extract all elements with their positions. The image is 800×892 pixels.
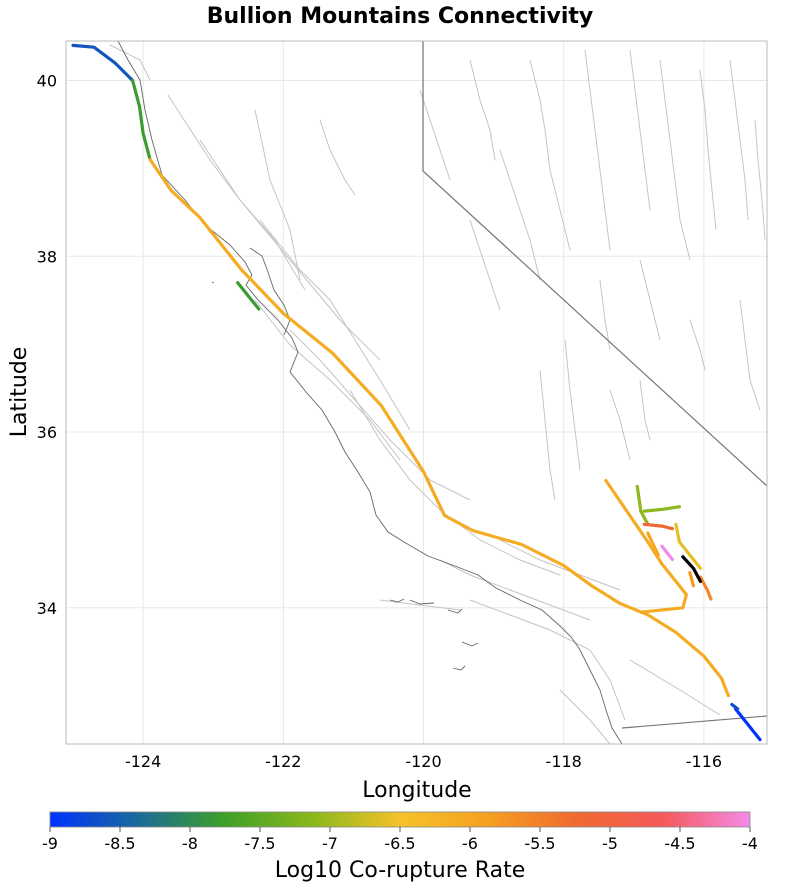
background-fault [739,299,761,411]
y-axis-ticks: 34 36 38 40 [37,72,57,618]
background-fault [559,689,611,744]
background-fault [259,219,411,431]
fault-section [698,575,713,601]
chart-title: Bullion Mountains Connectivity [207,4,593,29]
y-axis-label: Latitude [7,347,32,438]
x-axis-label: Longitude [362,778,471,803]
colorbar-tick-label: -8 [182,834,198,853]
colorbar-tick-label: -7.5 [244,834,275,853]
map-area [71,41,767,744]
background-fault [469,219,501,311]
background-fault [167,94,306,291]
colorbar-label: Log10 Co-rupture Rate [275,858,526,883]
x-axis-ticks: -124 -122 -120 -118 -116 [125,752,722,771]
x-tick-label: -120 [405,752,441,771]
background-fault [639,259,661,341]
island [452,665,466,671]
y-tick-label: 34 [37,599,57,618]
colorbar-tick-label: -9 [42,834,58,853]
colorbar-tick-label: -6.5 [384,834,415,853]
background-fault [629,659,721,716]
background-fault [469,599,626,721]
fault-section [674,522,702,570]
background-fault [439,559,591,621]
background-fault [729,59,749,221]
background-fault [254,299,401,461]
background-fault [639,379,651,441]
background-fault [599,279,611,351]
rupture-fault-sections [71,43,762,742]
island [409,599,435,605]
x-tick-label: -116 [686,752,722,771]
colorbar-tick-label: -4 [742,834,758,853]
x-tick-label: -118 [546,752,582,771]
fault-section [642,522,674,531]
colorbar-tick-label: -8.5 [104,834,135,853]
background-fault [289,329,471,501]
background-fault [109,44,151,81]
fault-section [635,484,650,526]
y-tick-label: 38 [37,247,57,266]
state-border-oregon-nevada [422,41,767,487]
plot-frame [65,40,768,745]
island [389,598,405,603]
fault-section [642,505,681,513]
colorbar-ticks: -9 -8.5 -8 -7.5 -7 -6.5 -6 -5.5 -5 -4.5 -4 [42,827,758,853]
fault-section [681,555,702,583]
y-tick-label: 36 [37,423,57,442]
fault-section [730,702,740,711]
background-fault [349,389,561,576]
island [461,641,479,647]
background-fault [254,109,301,281]
fault-section [646,531,660,557]
island [447,608,463,614]
colorbar-tick-label: -6 [462,834,478,853]
colorbar-tick-label: -5 [602,834,618,853]
background-fault [199,139,381,361]
fault-section [148,158,730,698]
background-fault [609,389,631,461]
background-fault [699,69,717,231]
fault-section [604,478,688,614]
grid-lines [66,41,767,744]
bay-outline [249,247,291,336]
fault-section [733,707,762,742]
island [211,281,215,284]
colorbar [49,811,751,828]
x-tick-label: -122 [265,752,301,771]
fault-section [660,544,674,562]
fault-section [688,571,695,588]
background-fault [539,369,556,501]
colorbar-tick-label: -5.5 [524,834,555,853]
background-fault [319,119,356,196]
background-fault [584,49,611,251]
background-fault [564,339,581,471]
background-fault [379,599,461,611]
background-fault [499,539,621,591]
x-tick-label: -124 [125,752,161,771]
fault-section [71,43,135,83]
colorbar-tick-label: -7 [322,834,338,853]
colorbar-tick-label: -4.5 [664,834,695,853]
background-fault [469,59,496,161]
background-fault [419,89,451,181]
fault-section [236,281,261,311]
background-fault [754,119,766,241]
background-fault [529,59,571,251]
fault-section [131,78,152,162]
y-tick-label: 40 [37,72,57,91]
background-fault [689,319,706,371]
background-fault [499,149,541,281]
background-fault [659,59,691,261]
background-fault [629,49,651,211]
